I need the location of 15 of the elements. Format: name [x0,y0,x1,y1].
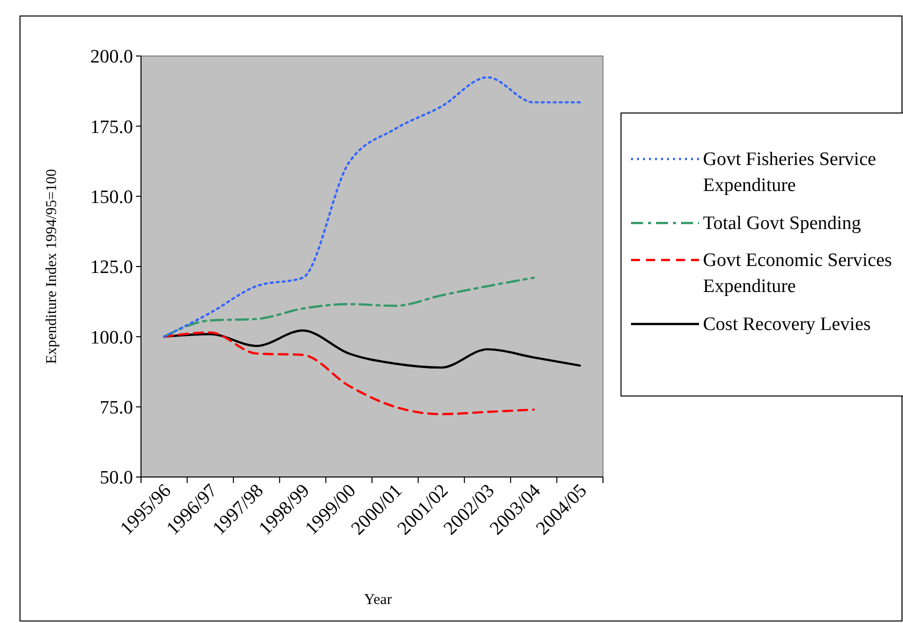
y-tick-label: 125.0 [90,257,133,278]
y-tick-label: 175.0 [90,116,133,138]
legend-label: Govt Economic Services Expenditure [703,250,892,297]
y-axis-title: Expenditure Index 1994/95=100 [44,168,60,364]
legend-label: Cost Recovery Levies [703,314,871,335]
x-axis-title: Year [364,592,392,608]
y-tick-label: 150.0 [90,186,133,208]
legend-label: Govt Fisheries Service Expenditure [703,149,876,196]
y-tick-label: 75.0 [100,397,133,418]
y-tick-label: 100.0 [90,327,133,348]
line-series [163,76,581,338]
y-tick-label: 200.0 [90,46,133,68]
line-series [163,331,535,416]
legend-label: Total Govt Spending [703,213,862,234]
y-tick-label: 50.0 [100,468,133,489]
